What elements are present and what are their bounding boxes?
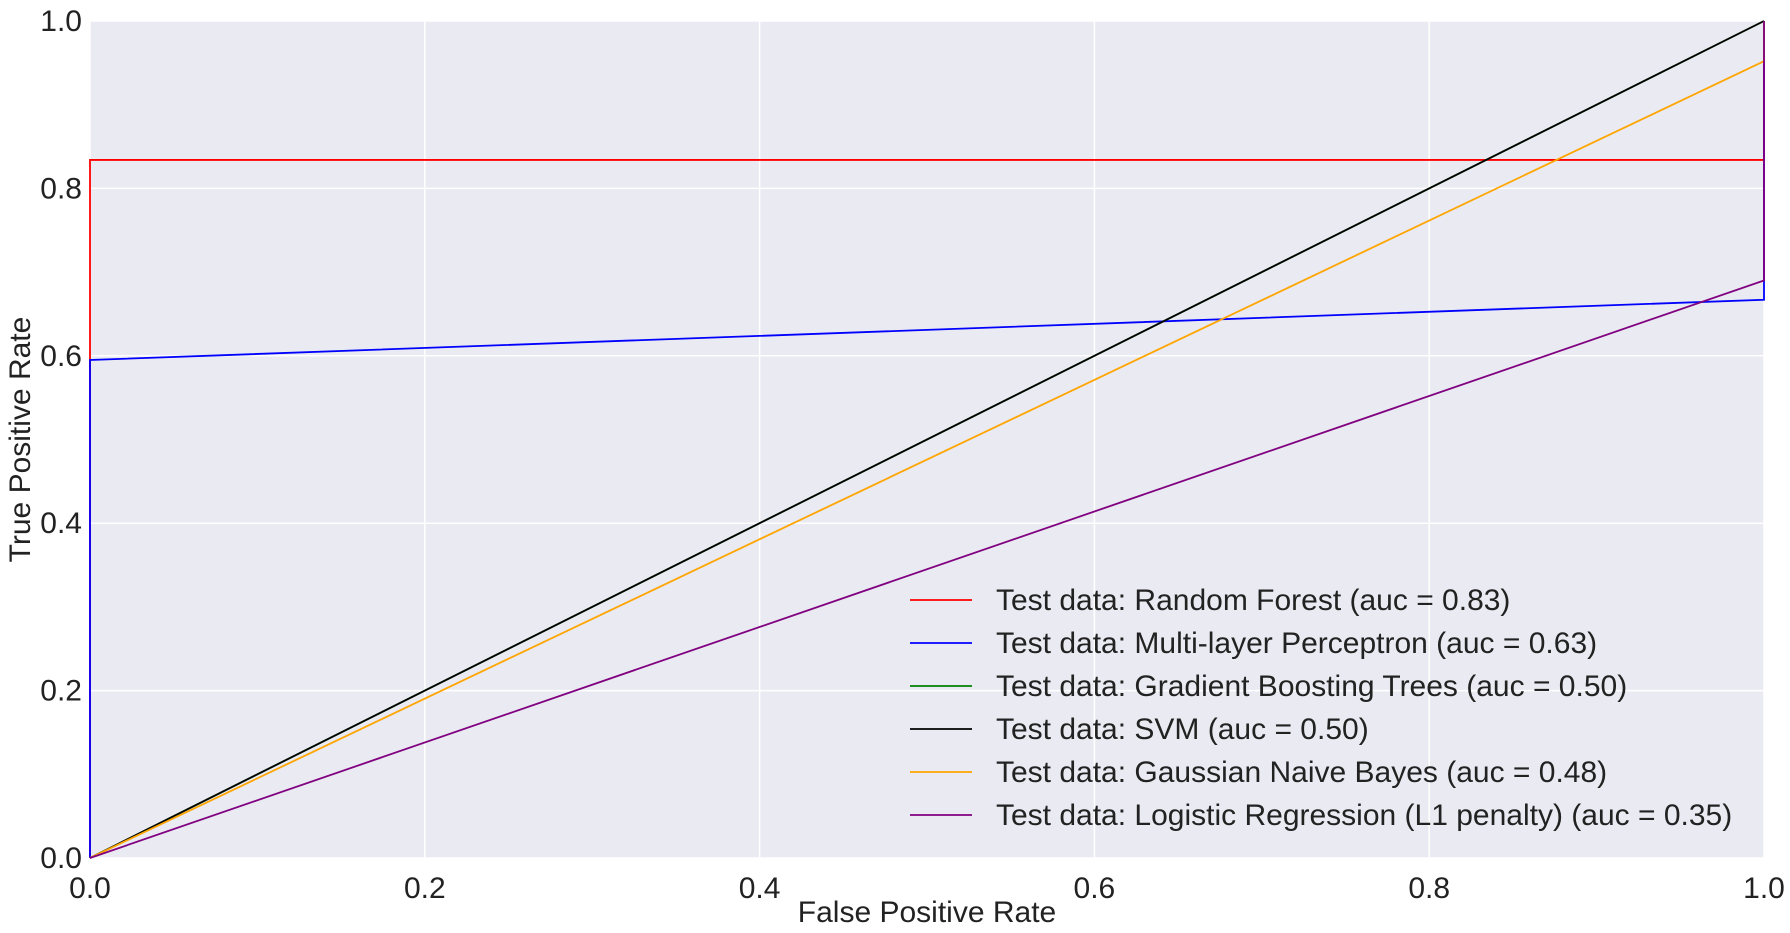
y-tick-label: 0.6 <box>40 340 82 373</box>
legend-label-1: Test data: Multi-layer Perceptron (auc =… <box>996 627 1597 660</box>
x-tick-label: 0.6 <box>1074 872 1116 905</box>
y-tick-labels: 0.0 0.2 0.4 0.6 0.8 1.0 <box>40 5 82 875</box>
x-axis-label: False Positive Rate <box>798 896 1056 929</box>
x-tick-label: 0.8 <box>1408 872 1450 905</box>
legend-label-5: Test data: Logistic Regression (L1 penal… <box>996 799 1732 832</box>
legend-label-2: Test data: Gradient Boosting Trees (auc … <box>996 670 1627 703</box>
legend-label-3: Test data: SVM (auc = 0.50) <box>996 713 1369 746</box>
y-tick-label: 0.4 <box>40 507 82 540</box>
x-tick-label: 0.0 <box>69 872 111 905</box>
x-tick-labels: 0.0 0.2 0.4 0.6 0.8 1.0 <box>69 872 1785 905</box>
y-tick-label: 0.8 <box>40 172 82 205</box>
x-tick-label: 1.0 <box>1743 872 1785 905</box>
series-line-5 <box>89 21 1765 859</box>
y-tick-label: 0.2 <box>40 675 82 708</box>
legend-label-0: Test data: Random Forest (auc = 0.83) <box>996 584 1510 617</box>
x-tick-label: 0.4 <box>739 872 781 905</box>
y-tick-label: 1.0 <box>40 5 82 38</box>
x-tick-label: 0.2 <box>404 872 446 905</box>
legend-label-4: Test data: Gaussian Naive Bayes (auc = 0… <box>996 756 1607 789</box>
series-line-3 <box>89 20 1765 859</box>
y-tick-label: 0.0 <box>40 842 82 875</box>
series-lines <box>89 20 1765 859</box>
y-axis-label: True Positive Rate <box>4 317 37 563</box>
legend: Test data: Random Forest (auc = 0.83) Tes… <box>910 584 1732 832</box>
